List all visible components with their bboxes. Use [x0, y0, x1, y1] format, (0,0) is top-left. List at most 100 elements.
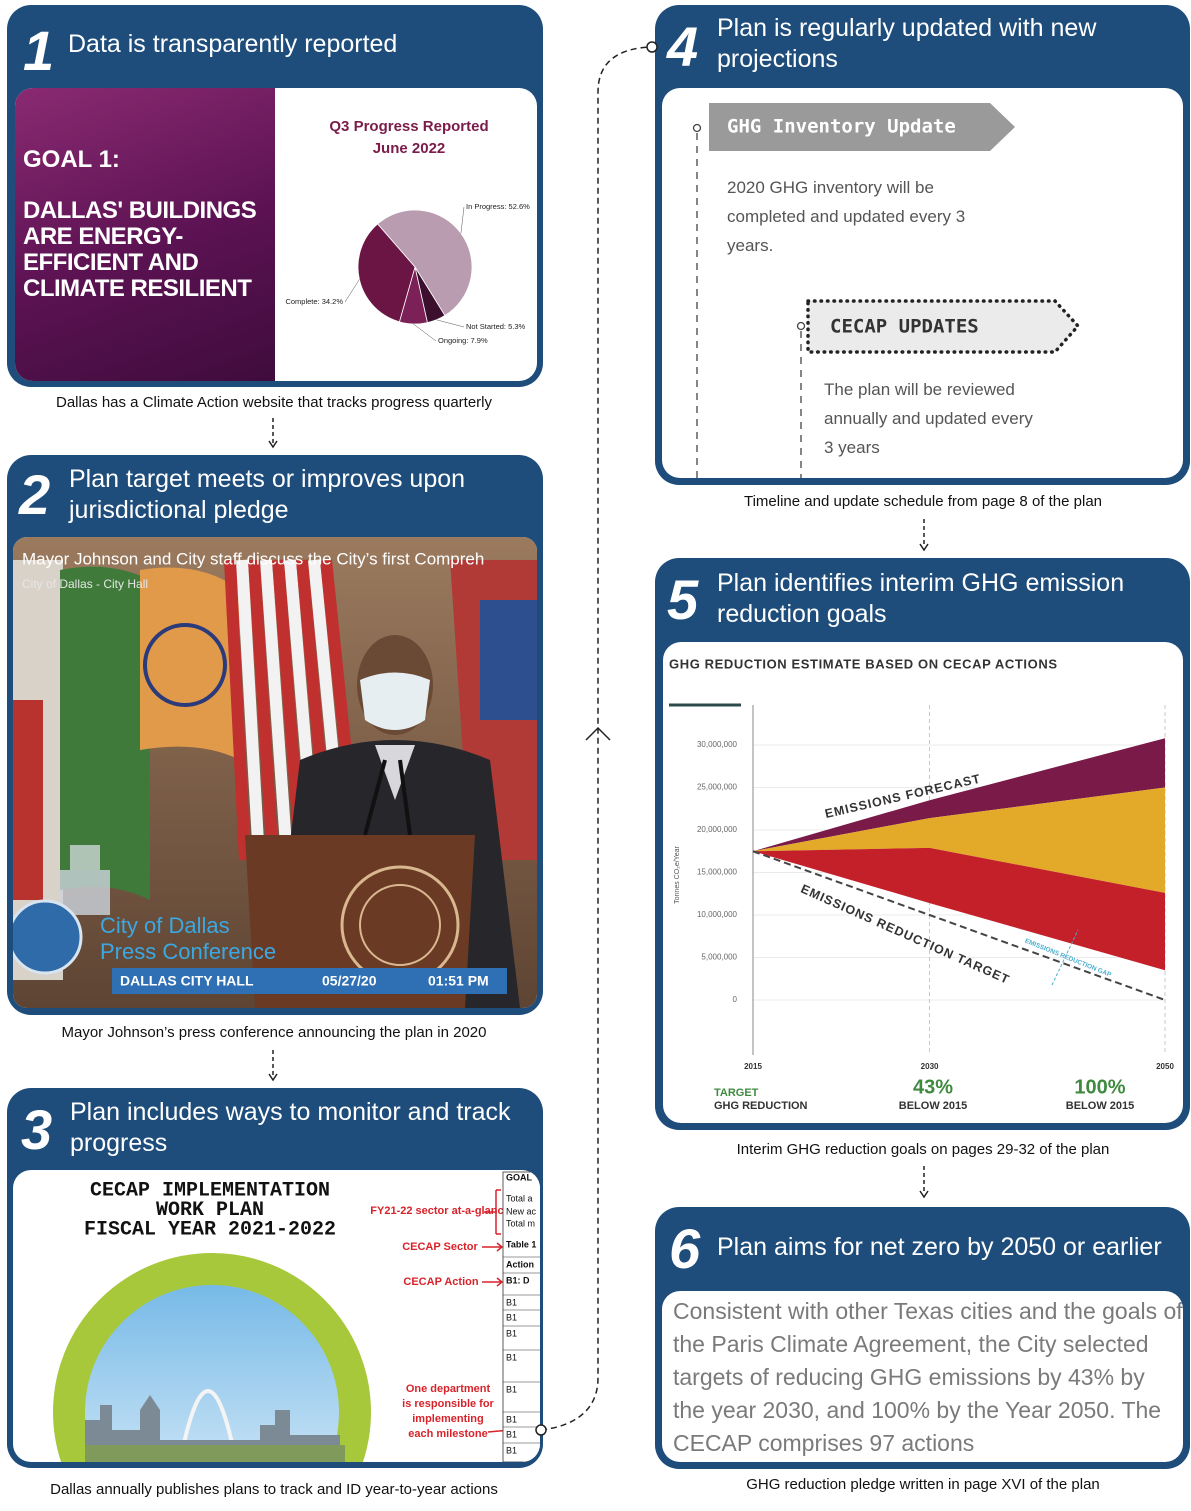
video-location: City of Dallas - City Hall	[22, 577, 148, 591]
card: 6 Plan aims for net zero by 2050 or earl…	[655, 1207, 1190, 1469]
step-text: 2020 GHG inventory will be completed and…	[727, 173, 977, 260]
goal-value: 100%	[1074, 1076, 1125, 1098]
pie-label: In Progress: 52.6%	[466, 202, 530, 211]
caption: Mayor Johnson’s press conference announc…	[0, 1024, 554, 1041]
table-cell: B1	[506, 1429, 517, 1439]
city-seal	[13, 901, 81, 973]
table-cell: Table 1	[506, 1239, 536, 1249]
card-number: 1	[23, 21, 54, 81]
card-body: Mayor Johnson and City staff discuss the…	[13, 537, 537, 1008]
card-body: GHG Inventory Update CECAP UPDATES 2020 G…	[662, 88, 1183, 478]
goal-value: 43%	[913, 1076, 953, 1098]
leader-line	[345, 279, 359, 302]
card-title: Plan aims for net zero by 2050 or earlie…	[717, 1232, 1187, 1263]
card-number: 4	[667, 17, 698, 77]
x-tick-label: 2050	[1156, 1062, 1174, 1071]
annotation: One department is responsible for implem…	[400, 1382, 496, 1442]
card-body: In Progress: 52.6% Not Started: 5.3% Ongoi…	[15, 88, 537, 381]
table-cell: Action	[506, 1259, 534, 1269]
goal-label: GOAL 1:	[23, 146, 120, 174]
card: 5 Plan identifies interim GHG emission r…	[655, 558, 1190, 1130]
ghg-chart: GHG REDUCTION ESTIMATE BASED ON CECAP AC…	[663, 642, 1183, 1123]
card-title: Plan target meets or improves upon juris…	[69, 464, 529, 526]
y-tick-label: 20,000,000	[697, 825, 738, 834]
place: DALLAS CITY HALL	[120, 973, 254, 989]
video-frame: Mayor Johnson and City staff discuss the…	[13, 537, 537, 1008]
mask	[360, 673, 430, 731]
y-tick-label: 15,000,000	[697, 868, 738, 877]
card: 4 Plan is regularly updated with new pro…	[655, 5, 1190, 485]
pledge-text: Consistent with other Texas cities and t…	[673, 1295, 1183, 1460]
y-axis-label: Tonnes CO₂e/Year	[674, 845, 681, 903]
table-cell: Total m	[506, 1218, 535, 1228]
step-title: CECAP UPDATES	[830, 316, 979, 338]
card-body: Consistent with other Texas cities and t…	[662, 1291, 1183, 1462]
goal-label: GHG REDUCTION	[714, 1100, 808, 1112]
card: 1 Data is transparently reported In Prog…	[7, 5, 543, 387]
table-cell: New ac	[506, 1206, 537, 1216]
goal-label: TARGET	[714, 1087, 759, 1099]
pie-label: Ongoing: 7.9%	[438, 336, 488, 345]
step-title: GHG Inventory Update	[727, 116, 956, 138]
card-number: 2	[19, 465, 50, 525]
goal-note: BELOW 2015	[1066, 1100, 1134, 1112]
caption: Dallas annually publishes plans to track…	[0, 1481, 554, 1498]
table-cell: B1	[506, 1352, 517, 1362]
video-headline: Mayor Johnson and City staff discuss the…	[22, 549, 484, 568]
card-title: Plan identifies interim GHG emission red…	[717, 568, 1177, 630]
annotation: CECAP Sector	[402, 1241, 478, 1253]
table-cell: B1	[506, 1445, 517, 1455]
annotation: FY21-22 sector at-a-glance	[370, 1205, 509, 1217]
caption: Dallas has a Climate Action website that…	[0, 394, 554, 411]
page: Climate action infographic {"cards":[ {"…	[0, 0, 1191, 1511]
card-number: 6	[669, 1219, 700, 1279]
connector-line	[541, 47, 652, 1430]
x-tick-label: 2030	[921, 1062, 939, 1071]
table-cell: B1	[506, 1414, 517, 1424]
ground	[85, 1445, 345, 1462]
table-cell: B1	[506, 1297, 517, 1307]
pin	[694, 125, 701, 132]
leader-line	[436, 320, 464, 327]
annotation-box: One department is responsible for implem…	[400, 1382, 496, 1462]
card-number: 5	[667, 570, 698, 630]
flag	[13, 700, 43, 900]
goal-note: BELOW 2015	[899, 1100, 967, 1112]
table-cell: Total a	[506, 1193, 533, 1203]
card-number: 3	[21, 1100, 52, 1160]
infographic: 1 Data is transparently reported In Prog…	[0, 0, 1191, 1511]
table-cell: B1: D	[506, 1275, 530, 1285]
pin	[798, 323, 805, 330]
arrow	[482, 1278, 502, 1286]
brand: City of Dallas	[100, 913, 230, 938]
card-title: Plan includes ways to monitor and track …	[70, 1097, 530, 1159]
y-tick-label: 0	[733, 995, 738, 1004]
flag	[480, 600, 537, 720]
time: 01:51 PM	[428, 973, 489, 989]
leader-line	[413, 324, 436, 341]
x-tick-label: 2015	[744, 1062, 762, 1071]
pie-label: Not Started: 5.3%	[466, 322, 526, 331]
goal-panel: GOAL 1: DALLAS' BUILDINGS ARE ENERGY-EFF…	[15, 88, 275, 381]
y-tick-label: 10,000,000	[697, 910, 738, 919]
brand: Press Conference	[100, 939, 276, 964]
table-cell: GOAL	[506, 1172, 533, 1182]
chart-title: GHG REDUCTION ESTIMATE BASED ON CECAP AC…	[669, 656, 1058, 671]
caption: Timeline and update schedule from page 8…	[643, 493, 1191, 510]
leader-line	[461, 207, 464, 233]
card: 3 Plan includes ways to monitor and trac…	[7, 1088, 543, 1468]
card: 2 Plan target meets or improves upon jur…	[7, 455, 543, 1015]
caption: GHG reduction pledge written in page XVI…	[643, 1476, 1191, 1493]
connector-arrow	[586, 728, 610, 740]
pie-title: Q3 Progress Reported June 2022	[329, 116, 489, 160]
step-text: The plan will be reviewed annually and u…	[824, 375, 1034, 462]
table-cell: B1	[506, 1312, 517, 1322]
y-tick-label: 30,000,000	[697, 740, 738, 749]
table-cell: B1	[506, 1384, 517, 1394]
card-title: Data is transparently reported	[68, 29, 528, 60]
date: 05/27/20	[322, 973, 377, 989]
pie-label: Complete: 34.2%	[285, 297, 343, 306]
annotation: CECAP Action	[403, 1276, 478, 1288]
